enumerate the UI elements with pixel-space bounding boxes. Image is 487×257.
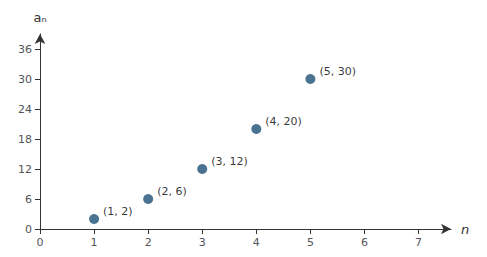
svg-text:6: 6	[361, 236, 368, 249]
svg-text:(4, 20): (4, 20)	[265, 115, 302, 128]
svg-text:36: 36	[18, 43, 32, 56]
svg-text:(3, 12): (3, 12)	[211, 155, 248, 168]
svg-text:6: 6	[25, 193, 32, 206]
svg-text:2: 2	[145, 236, 152, 249]
svg-text:4: 4	[253, 236, 260, 249]
svg-text:0: 0	[37, 236, 44, 249]
svg-text:0: 0	[25, 223, 32, 236]
svg-text:24: 24	[18, 103, 32, 116]
svg-text:aₙ: aₙ	[33, 10, 46, 25]
svg-text:(1, 2): (1, 2)	[103, 205, 133, 218]
svg-text:(5, 30): (5, 30)	[319, 65, 356, 78]
svg-text:3: 3	[199, 236, 206, 249]
svg-text:12: 12	[18, 163, 32, 176]
svg-text:1: 1	[91, 236, 98, 249]
svg-text:30: 30	[18, 73, 32, 86]
svg-text:7: 7	[415, 236, 422, 249]
svg-text:n: n	[461, 222, 469, 237]
svg-text:5: 5	[307, 236, 314, 249]
svg-text:(2, 6): (2, 6)	[157, 185, 187, 198]
svg-text:18: 18	[18, 133, 32, 146]
